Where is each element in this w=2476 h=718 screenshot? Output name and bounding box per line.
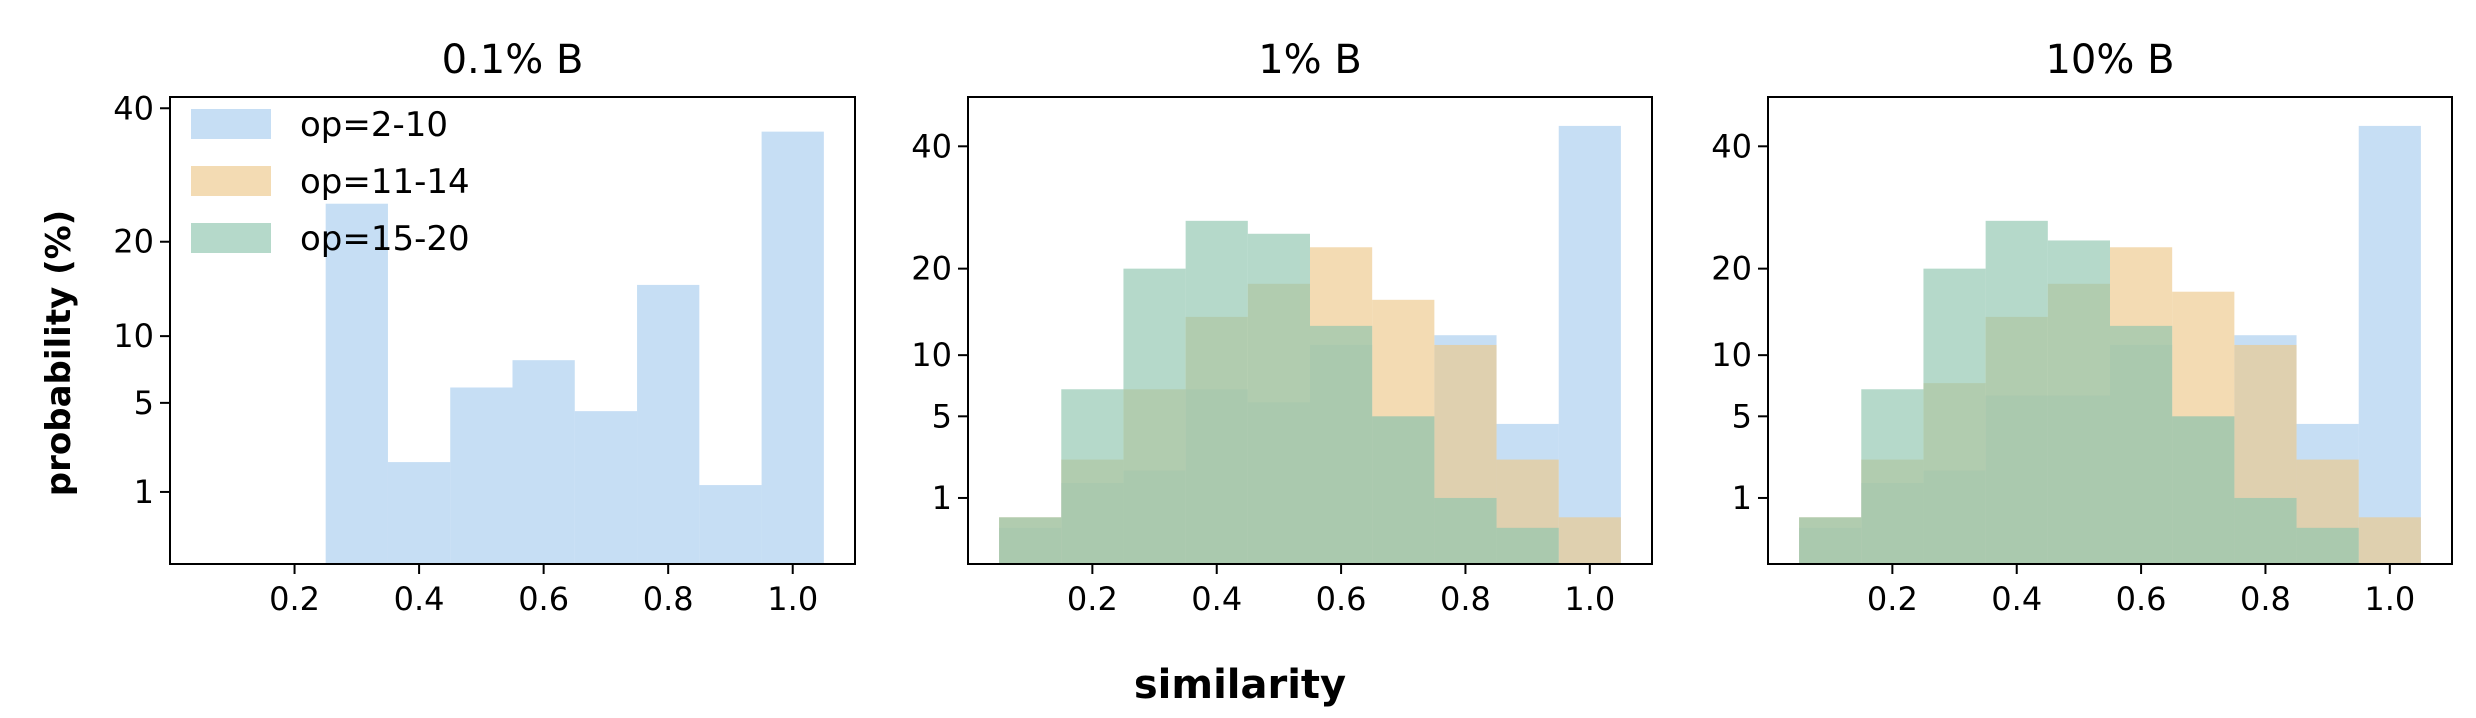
bar: [2358, 517, 2421, 564]
bar: [2047, 240, 2110, 564]
x-tick-label: 0.2: [1867, 580, 1918, 618]
y-tick-label: 1: [1732, 479, 1752, 517]
panel-title: 0.1% B: [442, 37, 584, 83]
y-tick-label: 40: [113, 89, 154, 127]
plot-frame: [967, 96, 1653, 565]
y-tick-label: 20: [113, 223, 154, 261]
bar: [1558, 125, 1621, 565]
bar: [1310, 325, 1373, 564]
bar: [2296, 527, 2359, 564]
x-tick-label: 0.8: [1440, 580, 1491, 618]
x-tick-label: 0.2: [269, 580, 320, 618]
series-3: [999, 220, 1559, 565]
bar: [1861, 389, 1924, 564]
panel-title: 10% B: [2045, 37, 2174, 83]
x-tick-label: 1.0: [767, 580, 818, 618]
series-1: [325, 131, 824, 565]
bar: [699, 485, 762, 564]
bar: [1061, 389, 1124, 564]
y-tick-label: 20: [911, 250, 952, 288]
panel-title: 1% B: [1258, 37, 1362, 83]
y-tick-label: 10: [911, 336, 952, 374]
legend-swatch: [191, 109, 271, 139]
x-tick-label: 0.4: [394, 580, 445, 618]
x-tick-label: 0.6: [1316, 580, 1367, 618]
legend-label: op=15-20: [300, 219, 470, 259]
bar: [1985, 220, 2048, 565]
y-tick-label: 1: [932, 479, 952, 517]
x-axis-label: similarity: [1134, 662, 1346, 708]
y-tick-label: 10: [1711, 336, 1752, 374]
bar: [1185, 220, 1248, 565]
bar: [1247, 233, 1310, 564]
x-tick-label: 0.8: [2240, 580, 2291, 618]
bar: [1496, 527, 1559, 564]
legend: op=2-10 op=11-14 op=15-20: [191, 105, 470, 259]
y-tick-label: 5: [134, 384, 154, 422]
legend-swatch: [191, 166, 271, 196]
x-tick-label: 1.0: [1564, 580, 1615, 618]
y-tick-label: 10: [113, 317, 154, 355]
legend-label: op=11-14: [300, 162, 470, 202]
x-tick-label: 1.0: [2364, 580, 2415, 618]
bar: [574, 411, 638, 564]
bar: [387, 462, 451, 564]
bar: [999, 517, 1062, 564]
bar: [1558, 517, 1621, 564]
bar: [637, 284, 700, 564]
y-tick-label: 5: [1732, 397, 1752, 435]
x-tick-label: 0.6: [518, 580, 569, 618]
y-axis-label: probability (%): [39, 210, 79, 496]
panel-2: 1% B 0.2 0.4 0.6 0.8 1.0 1 5 10 20 40: [911, 37, 1653, 618]
bar: [2172, 416, 2235, 564]
bar: [2358, 125, 2421, 565]
bar: [1434, 497, 1497, 564]
x-tick-label: 0.8: [643, 580, 694, 618]
bar: [512, 360, 575, 564]
bar: [1799, 517, 1862, 564]
bar: [325, 203, 388, 565]
y-tick-label: 20: [1711, 250, 1752, 288]
panel-1: 0.1% B 0.2 0.4 0.6 0.8 1.0 1 5 10 20 40 op=2-10 op=1…: [113, 37, 856, 618]
bar: [2110, 325, 2173, 564]
series-3: [1799, 220, 2359, 565]
legend-swatch: [191, 223, 271, 253]
bar: [761, 131, 824, 564]
legend-label: op=2-10: [300, 105, 448, 145]
bar: [1123, 268, 1186, 564]
x-tick-label: 0.6: [2116, 580, 2167, 618]
bar: [450, 387, 513, 564]
y-tick-label: 5: [932, 397, 952, 435]
y-tick-label: 40: [1711, 127, 1752, 165]
bar: [1372, 416, 1435, 564]
bar: [2234, 497, 2297, 564]
y-tick-label: 40: [911, 127, 952, 165]
bar: [1923, 268, 1986, 564]
x-tick-label: 0.4: [1191, 580, 1242, 618]
x-tick-label: 0.4: [1991, 580, 2042, 618]
y-tick-label: 1: [134, 473, 154, 511]
panel-3: 10% B 0.2 0.4 0.6 0.8 1.0 1 5 10 20 40: [1711, 37, 2453, 618]
x-tick-label: 0.2: [1067, 580, 1118, 618]
plot-frame: [1767, 96, 2453, 565]
plot-frame: [169, 96, 856, 565]
